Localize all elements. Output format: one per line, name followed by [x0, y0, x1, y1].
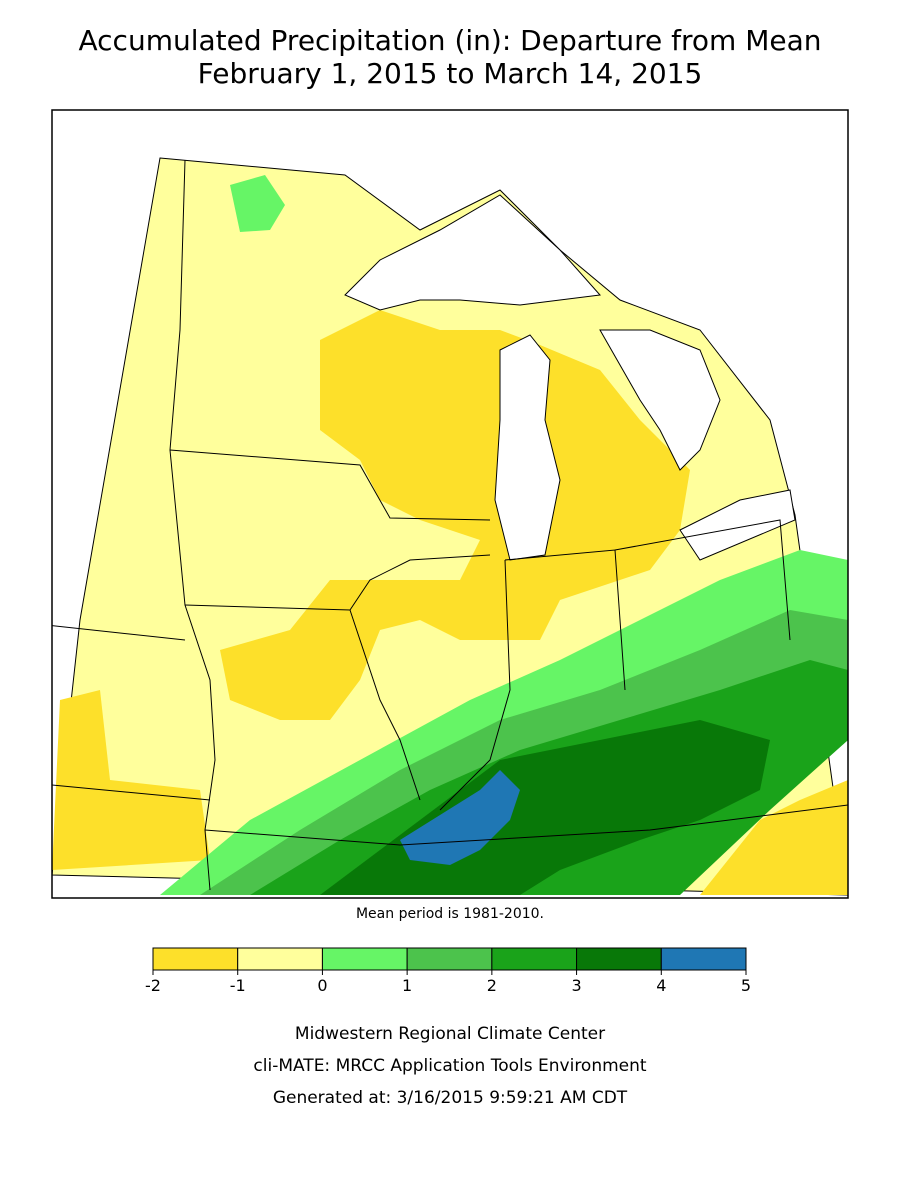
footer-line: Generated at: 3/16/2015 9:59:21 AM CDT	[273, 1088, 628, 1108]
wet-area	[400, 770, 520, 865]
subtitle: February 1, 2015 to March 14, 2015	[198, 57, 703, 90]
legend-tick-label: 0	[317, 976, 327, 995]
legend-tick-label: -2	[145, 976, 161, 995]
map-note: Mean period is 1981-2010.	[356, 906, 544, 922]
state-lines	[52, 159, 848, 891]
legend-swatch	[237, 947, 323, 971]
wet-area	[230, 175, 285, 232]
legend-tick-label: 1	[402, 976, 412, 995]
legend-swatch	[406, 947, 493, 971]
dry-area	[220, 310, 690, 720]
footer-line: cli-MATE: MRCC Application Tools Environ…	[253, 1056, 646, 1076]
map	[52, 157, 848, 896]
dry-area	[52, 690, 210, 870]
legend-swatch	[660, 947, 747, 971]
title: Accumulated Precipitation (in): Departur…	[79, 24, 822, 57]
legend-swatch	[491, 947, 578, 971]
lake-superior	[344, 194, 602, 311]
dry-area	[700, 780, 848, 895]
legend-tick-label: 2	[487, 976, 497, 995]
footer-line: Midwestern Regional Climate Center	[295, 1024, 605, 1044]
legend-tick-label: -1	[230, 976, 246, 995]
map-frame	[51, 109, 849, 899]
legend-swatch	[152, 947, 239, 971]
lake-erie	[679, 489, 796, 561]
legend: -2 -1 0 1 2 3 4 5	[145, 947, 751, 995]
legend-tick-label: 4	[656, 976, 666, 995]
legend-swatch	[576, 947, 662, 971]
legend-tick-label: 3	[571, 976, 581, 995]
lake-huron	[599, 329, 721, 471]
footer: Midwestern Regional Climate Center cli-MA…	[253, 1024, 646, 1108]
legend-swatch	[321, 947, 408, 971]
lake-michigan	[494, 334, 561, 561]
legend-tick-label: 5	[741, 976, 751, 995]
